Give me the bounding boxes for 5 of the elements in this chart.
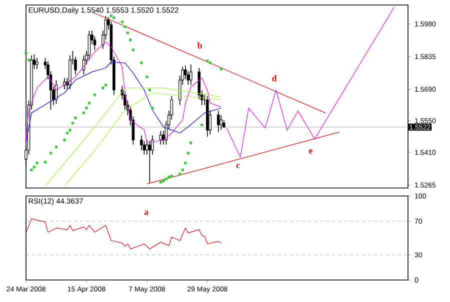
annotation: e — [308, 149, 312, 154]
annotation: b — [197, 42, 202, 48]
annotation: c — [236, 164, 240, 168]
annotation: a — [144, 210, 148, 215]
annotation: d — [272, 75, 277, 82]
